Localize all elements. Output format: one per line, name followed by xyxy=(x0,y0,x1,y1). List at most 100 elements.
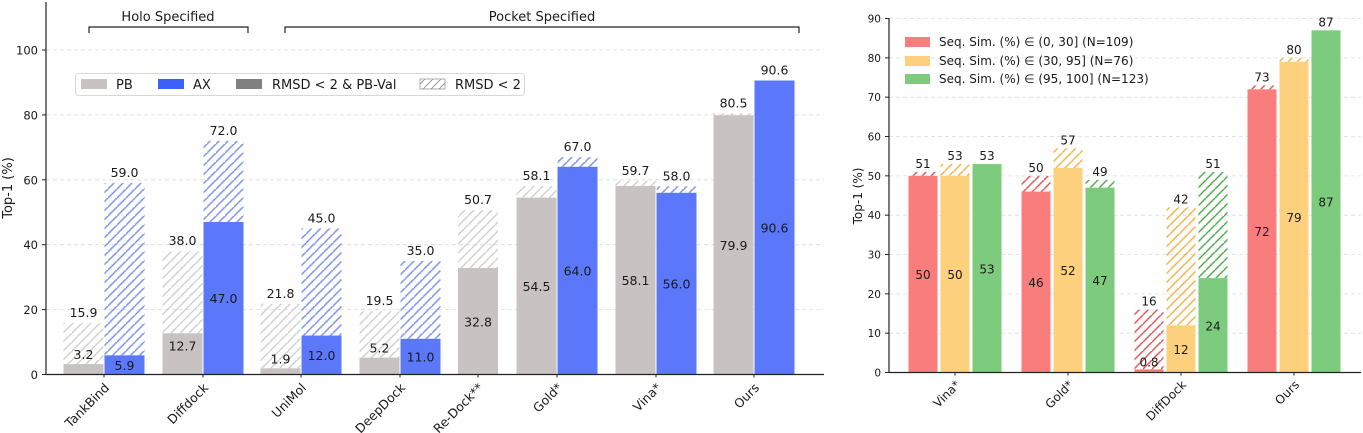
bar-ax-pbval xyxy=(203,221,244,375)
bar-label-pb-pbval: 3.2 xyxy=(74,347,94,362)
bar-pb-pbval xyxy=(63,364,104,375)
bar-label-ax-pbval: 5.9 xyxy=(115,358,135,373)
bar-label-pb-rmsd: 19.5 xyxy=(366,293,394,308)
bar-label-ax-rmsd: 90.6 xyxy=(761,63,789,78)
x-tick-label: Vina* xyxy=(930,378,963,411)
bar-label-ax-pbval: 90.6 xyxy=(761,221,789,236)
legend-swatch-high-sim xyxy=(905,74,930,84)
right-y-tick-label: 0 xyxy=(874,368,881,380)
left-y-axis-label: Top-1 (%) xyxy=(1,157,16,220)
bar-group-gold: 50 46 57 52 49 47 xyxy=(1021,133,1115,373)
x-tick-label: Ours xyxy=(731,380,762,411)
bracket-holo: Holo Specified xyxy=(88,10,249,33)
legend-label-solid: RMSD < 2 & PB-Val xyxy=(272,78,397,93)
x-tick-label: Diffdock xyxy=(164,379,211,426)
x-tick-label: Vina* xyxy=(630,380,664,414)
bar-ax-rmsd xyxy=(557,157,598,167)
bar-label-pb-pbval: 79.9 xyxy=(720,238,748,253)
bar-hatched xyxy=(1198,171,1228,279)
legend-label-ax: AX xyxy=(193,78,211,93)
bar-ax-pbval xyxy=(754,80,795,375)
bar-label-pb-rmsd: 58.1 xyxy=(523,168,551,183)
bar-group-gold: 58.1 54.5 67.0 64.0 xyxy=(516,139,598,375)
bar-label-ax-rmsd: 72.0 xyxy=(210,123,238,138)
left-legend: PB AX RMSD < 2 & PB-Val RMSD < 2 xyxy=(75,73,525,96)
bar-label-total: 42 xyxy=(1173,192,1188,206)
right-y-axis-label: Top-1 (%) xyxy=(851,168,865,226)
x-tick-label: DiffDock xyxy=(1143,378,1189,424)
bar-label-total: 51 xyxy=(915,157,930,171)
bracket-pocket: Pocket Specified xyxy=(284,10,800,33)
bar-label-pb-rmsd: 50.7 xyxy=(464,192,492,207)
bar-group-vina: 51 50 53 50 53 53 xyxy=(908,149,1002,373)
left-y-ticks: 0 20 40 60 80 100 xyxy=(16,44,46,382)
bracket-pocket-label: Pocket Specified xyxy=(489,10,595,25)
bar-solid xyxy=(972,164,1002,373)
bar-solid xyxy=(1247,89,1277,373)
bar-pb-pbval xyxy=(162,333,203,375)
bar-group-ours: 80.5 79.9 90.6 90.6 xyxy=(713,63,795,375)
bar-ax-rmsd xyxy=(203,140,244,222)
bar-label-solid: 47 xyxy=(1092,274,1107,288)
left-y-tick-label: 0 xyxy=(31,368,38,382)
bar-hatched xyxy=(1247,85,1277,90)
bar-label-pb-pbval: 32.8 xyxy=(464,314,492,329)
right-y-ticks: 0 10 20 30 40 50 60 70 80 90 xyxy=(868,14,889,380)
bar-label-solid: 87 xyxy=(1318,195,1333,209)
left-y-tick-label: 40 xyxy=(23,238,38,252)
bar-ax-pbval xyxy=(104,355,145,375)
bar-label-ax-rmsd: 45.0 xyxy=(308,210,336,225)
bar-label-ax-rmsd: 35.0 xyxy=(407,243,435,258)
bar-label-total: 87 xyxy=(1318,15,1333,29)
bar-pb-pbval xyxy=(713,115,754,375)
legend-label-mid-sim: Seq. Sim. (%) ∈ (30, 95] (N=76) xyxy=(939,54,1133,68)
bar-solid xyxy=(1198,278,1228,373)
bracket-holo-label: Holo Specified xyxy=(121,10,214,25)
x-tick-label: Ours xyxy=(1272,378,1302,408)
legend-label-low-sim: Seq. Sim. (%) ∈ (0, 30] (N=109) xyxy=(939,35,1133,49)
bar-label-total: 16 xyxy=(1141,295,1156,309)
x-tick-label: DeepDock xyxy=(352,379,409,433)
bar-label-pb-rmsd: 21.8 xyxy=(267,286,295,301)
bar-pb-rmsd xyxy=(63,322,104,365)
bar-label-total: 50 xyxy=(1028,161,1043,175)
bar-ax-rmsd xyxy=(104,183,145,356)
bar-label-pb-rmsd: 15.9 xyxy=(70,305,98,320)
right-y-tick-label: 80 xyxy=(868,53,881,65)
right-axes xyxy=(888,18,1361,374)
bar-label-pb-pbval: 54.5 xyxy=(523,279,551,294)
bar-pb-pbval xyxy=(516,197,557,375)
x-tick-label: Gold* xyxy=(1042,378,1076,412)
bar-label-solid: 50 xyxy=(915,268,930,282)
bar-label-ax-rmsd: 67.0 xyxy=(564,139,592,154)
bar-label-total: 80 xyxy=(1286,43,1301,57)
x-tick-label: Gold* xyxy=(530,380,565,415)
bar-label-solid: 79 xyxy=(1286,211,1301,225)
bar-label-solid: 53 xyxy=(979,262,994,276)
bar-solid xyxy=(908,175,938,373)
bar-solid xyxy=(1085,187,1115,373)
bar-group-diffdock: 16 0.8 42 12 51 24 xyxy=(1134,157,1228,373)
bar-label-pb-pbval: 1.9 xyxy=(271,351,291,366)
bar-pb-rmsd xyxy=(516,185,557,198)
bar-group-vina: 59.7 58.1 58.0 56.0 xyxy=(615,163,697,375)
right-y-tick-label: 40 xyxy=(868,210,881,222)
x-tick-label: UniMol xyxy=(268,380,309,421)
bar-label-ax-rmsd: 58.0 xyxy=(663,168,691,183)
bar-hatched xyxy=(1279,57,1309,62)
bar-label-total: 53 xyxy=(979,149,994,163)
bar-pb-rmsd xyxy=(260,303,301,369)
bar-label-total: 49 xyxy=(1092,165,1107,179)
right-legend: Seq. Sim. (%) ∈ (0, 30] (N=109) Seq. Sim… xyxy=(905,35,1149,86)
bar-solid xyxy=(1053,167,1083,373)
bar-solid xyxy=(940,175,970,373)
left-y-tick-label: 80 xyxy=(23,108,38,122)
right-y-tick-label: 50 xyxy=(868,171,881,183)
left-axes xyxy=(45,2,824,376)
bar-label-solid: 46 xyxy=(1028,276,1043,290)
right-y-tick-label: 70 xyxy=(868,92,881,104)
bar-label-solid: 52 xyxy=(1060,264,1075,278)
bar-label-ax-pbval: 64.0 xyxy=(564,264,592,279)
bar-group-ours: 73 72 80 79 87 87 xyxy=(1247,15,1341,373)
